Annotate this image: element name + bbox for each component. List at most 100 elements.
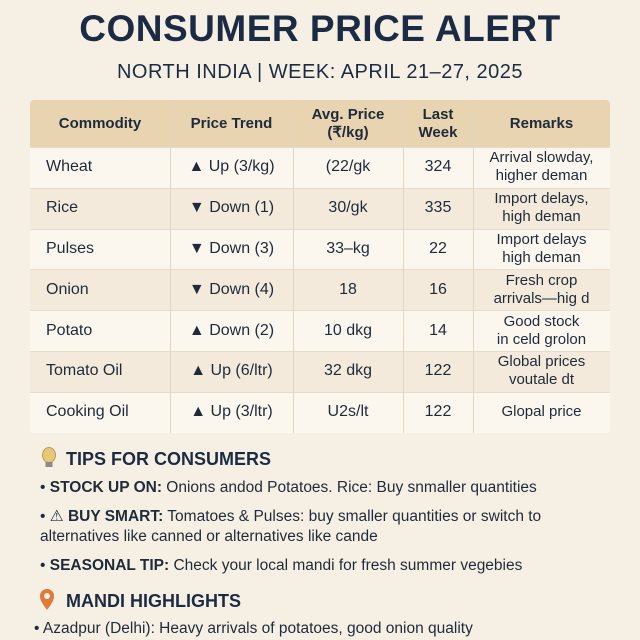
- column-divider: [403, 100, 404, 433]
- tip-item: • SEASONAL TIP: Check your local mandi f…: [40, 557, 523, 574]
- remark-line: high deman: [502, 208, 581, 226]
- cell-text: 122: [424, 362, 452, 380]
- cell-text: 18: [339, 280, 357, 298]
- table-cell: Rice: [30, 188, 170, 229]
- table-cell: 18: [293, 269, 403, 310]
- cell-text: 30/gk: [328, 199, 368, 217]
- table-cell: ▼ Down (1): [170, 188, 293, 229]
- remark-line: Import delays: [496, 230, 587, 248]
- commodity: Tomato Oil: [46, 362, 123, 380]
- tip-label: BUY SMART:: [67, 508, 164, 525]
- table-cell: ▲ Up (6/ltr): [170, 351, 293, 392]
- remark-line: high deman: [502, 248, 581, 266]
- cell-text: ▲ Down (2): [188, 321, 275, 339]
- column-header: Commodity: [30, 100, 170, 147]
- table-cell: ▲ Down (2): [170, 310, 293, 351]
- column-divider: [170, 100, 171, 433]
- tips-title: TIPS FOR CONSUMERS: [66, 449, 272, 469]
- table-cell: 335: [403, 188, 473, 229]
- remark-line: Good stock: [503, 312, 580, 330]
- warning-icon: ⚠: [49, 508, 64, 525]
- header-text: Remarks: [509, 114, 574, 132]
- header-text: (₹/kg): [327, 123, 369, 141]
- tip-text: Onions andod Potatoes. Rice: Buy snmalle…: [166, 479, 537, 496]
- row-bg: [30, 269, 610, 312]
- tip-text: Check your local mandi for fresh summer …: [173, 557, 523, 574]
- row-bg: [30, 391, 610, 433]
- remark-line: arrivals—hig d: [493, 289, 590, 307]
- commodity: Onion: [46, 280, 89, 298]
- column-divider: [293, 100, 294, 433]
- table-cell: Potato: [30, 310, 170, 351]
- table-cell: Import delays, high deman: [473, 188, 610, 229]
- table-cell: Fresh crop arrivals—hig d: [473, 269, 610, 310]
- cell-text: 335: [424, 199, 452, 217]
- table-cell: 14: [403, 310, 473, 351]
- commodity: Potato: [46, 321, 93, 339]
- mandi-item: • Azadpur (Delhi): Heavy arrivals of pot…: [34, 620, 473, 637]
- table-cell: Pulses: [30, 229, 170, 270]
- table-cell: 32 dkg: [293, 351, 403, 392]
- row-bg: [30, 228, 610, 271]
- mandi-text: Azadpur (Delhi): Heavy arrivals of potat…: [42, 620, 473, 637]
- pin-icon: [40, 589, 54, 610]
- header-text: Avg. Price: [311, 105, 385, 123]
- table-cell: Global prices voutale dt: [473, 351, 610, 392]
- cell-text: U2s/lt: [327, 403, 369, 421]
- table-cell: 10 dkg: [293, 310, 403, 351]
- table-cell: Wheat: [30, 147, 170, 188]
- table-cell: 22: [403, 229, 473, 270]
- column-header: Avg. Price (₹/kg): [293, 100, 403, 147]
- column-divider: [473, 100, 474, 433]
- table-cell: Glopal price: [473, 392, 610, 433]
- column-header: Remarks: [473, 100, 610, 147]
- table-cell: Onion: [30, 269, 170, 310]
- remark-line: Fresh crop: [505, 271, 578, 289]
- cell-text: ▼ Down (1): [188, 199, 275, 217]
- remark-line: Glopal price: [501, 403, 582, 421]
- header-text: Last: [422, 105, 454, 123]
- mandi-title: MANDI HIGHLIGHTS: [66, 591, 241, 611]
- table-cell: Import delays high deman: [473, 229, 610, 270]
- commodity: Rice: [46, 199, 79, 217]
- table-cell: Arrival slowday, higher deman: [473, 147, 610, 188]
- cell-text: ▲ Up (3/ltr): [190, 403, 273, 421]
- cell-text: 16: [429, 280, 447, 298]
- tip-item: • STOCK UP ON: Onions andod Potatoes. Ri…: [40, 479, 537, 496]
- header-text: Week: [418, 123, 458, 141]
- commodity: Cooking Oil: [46, 403, 129, 421]
- title: CONSUMER PRICE ALERT: [79, 8, 561, 49]
- commodity: Pulses: [46, 239, 95, 257]
- table-cell: (22/gk: [293, 147, 403, 188]
- table-cell: 122: [403, 351, 473, 392]
- cell-text: 122: [424, 403, 452, 421]
- cell-text: 14: [429, 321, 447, 339]
- header-text: Commodity: [58, 114, 142, 132]
- header-text: Price Trend: [190, 114, 273, 132]
- cell-text: 33–kg: [326, 239, 370, 257]
- cell-text: 324: [424, 158, 452, 176]
- row-bg: [30, 310, 610, 352]
- column-header: Last Week: [403, 100, 473, 147]
- table-cell: 33–kg: [293, 229, 403, 270]
- cell-text: ▲ Up (3/kg): [188, 158, 275, 176]
- cell-text: ▲ Up (6/ltr): [190, 362, 273, 380]
- table-cell: ▲ Up (3/ltr): [170, 392, 293, 433]
- table-cell: 16: [403, 269, 473, 310]
- commodity: Wheat: [46, 158, 93, 176]
- remark-line: Global prices: [497, 353, 586, 371]
- remark-line: Arrival slowday,: [489, 149, 594, 167]
- remark-line: Import delays,: [494, 190, 589, 208]
- cell-text: 10 dkg: [323, 321, 373, 339]
- tip-label: SEASONAL TIP:: [49, 557, 170, 574]
- table-cell: ▲ Up (3/kg): [170, 147, 293, 188]
- table-cell: 122: [403, 392, 473, 433]
- remark-line: higher deman: [495, 167, 588, 185]
- cell-text: 32 dkg: [323, 362, 373, 380]
- price-table: Commodity Price Trend Avg. Price (₹/kg) Last…: [30, 100, 610, 433]
- table-cell: 30/gk: [293, 188, 403, 229]
- remark-line: in celd grolon: [496, 330, 587, 348]
- tip-label: STOCK UP ON:: [49, 479, 162, 496]
- cell-text: ▼ Down (3): [188, 239, 275, 257]
